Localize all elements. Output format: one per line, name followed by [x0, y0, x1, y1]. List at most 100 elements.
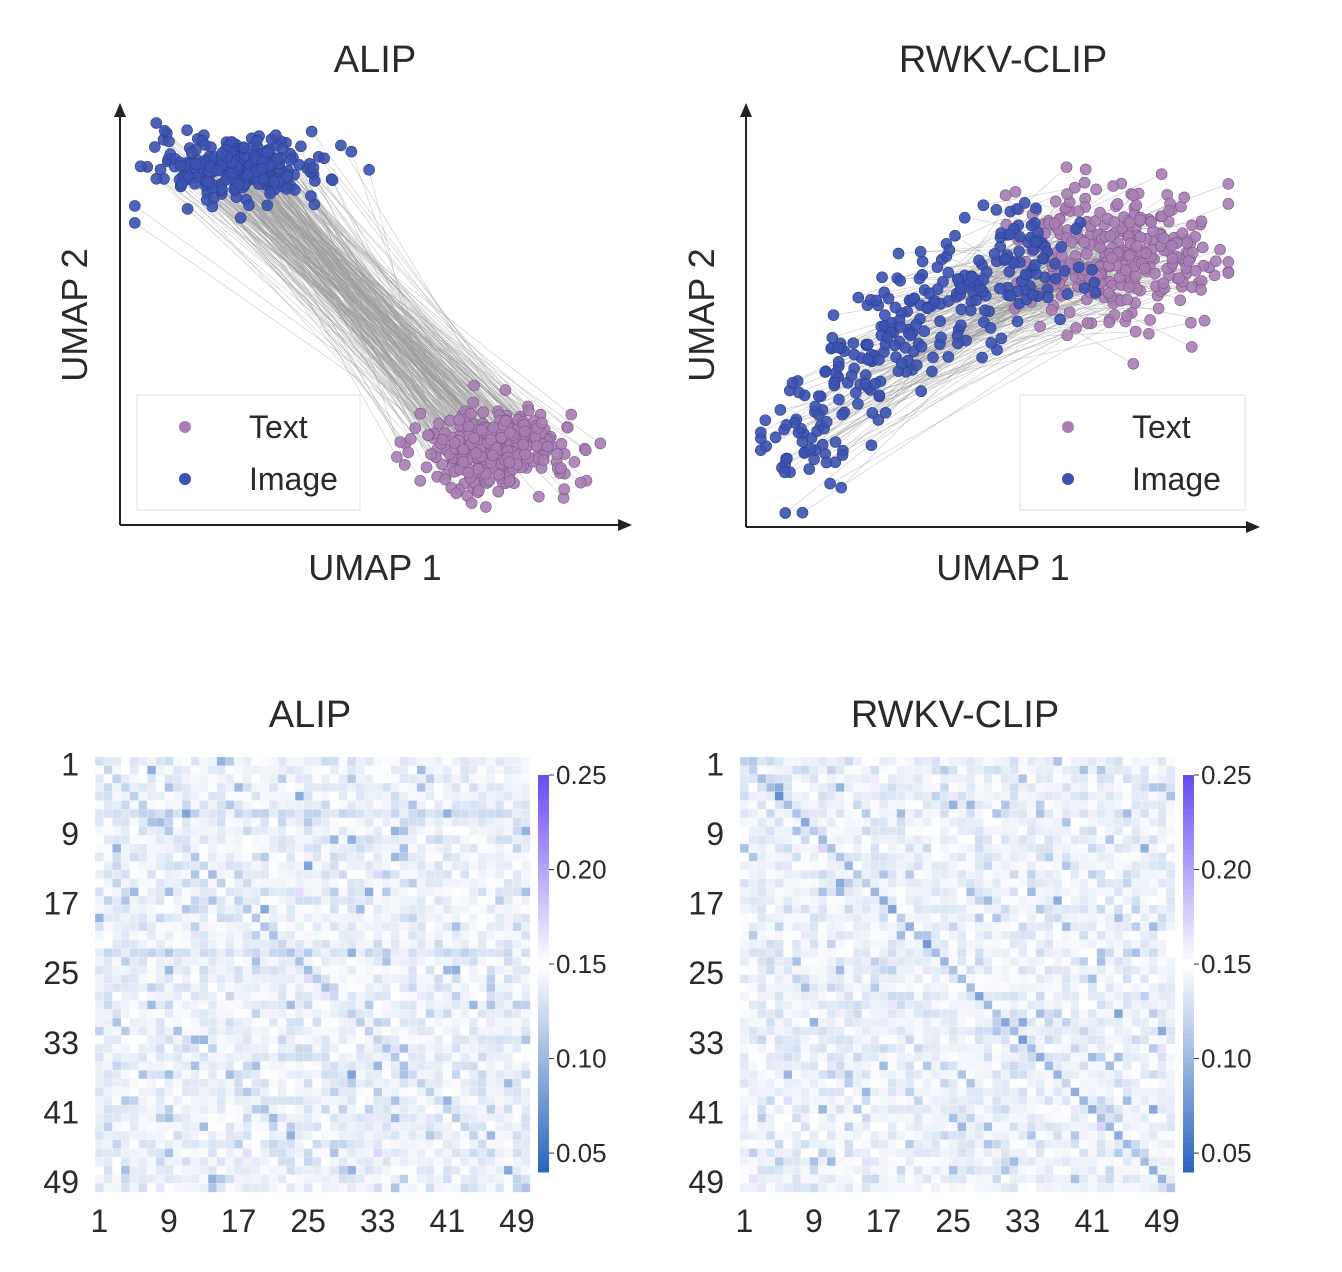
heatmap-cell	[294, 991, 305, 1002]
heatmap-cell	[155, 1069, 166, 1080]
heatmap-cell	[1061, 809, 1072, 819]
heatmap-cell	[373, 974, 383, 984]
heatmap-cell	[434, 878, 444, 888]
heatmap-cell	[321, 852, 331, 862]
heatmap-cell	[207, 756, 218, 767]
heatmap-cell	[442, 1148, 453, 1158]
heatmap-cell	[442, 817, 453, 828]
heatmap-cell	[442, 1156, 453, 1167]
x-tick-label: 1	[90, 1203, 108, 1239]
legend-label-text: Text	[1132, 409, 1191, 445]
heatmap-cell	[190, 1009, 200, 1019]
heatmap-cell	[809, 765, 819, 775]
colorbar-segment	[538, 933, 549, 940]
heatmap-cell	[460, 1043, 470, 1054]
heatmap-cell	[164, 1009, 174, 1019]
heatmap-cell	[199, 904, 209, 915]
heatmap-cell	[216, 765, 227, 775]
heatmap-cell	[1087, 843, 1098, 854]
heatmap-cell	[983, 756, 993, 767]
heatmap-cell	[408, 800, 418, 810]
heatmap-cell	[1035, 809, 1046, 819]
heatmap-cell	[451, 782, 461, 793]
heatmap-cell	[355, 869, 366, 880]
heatmap-cell	[294, 1104, 305, 1115]
heatmap-cell	[390, 1043, 400, 1054]
heatmap-cell	[277, 956, 287, 967]
image-point	[216, 147, 228, 160]
heatmap-cell	[373, 1035, 383, 1045]
heatmap-cell	[792, 800, 802, 810]
heatmap-cell	[112, 983, 122, 993]
heatmap-cell	[199, 1104, 209, 1115]
heatmap-cell	[460, 1069, 470, 1080]
heatmap-cell	[879, 817, 889, 828]
heatmap-cell	[521, 1017, 531, 1028]
heatmap-cell	[1000, 826, 1011, 836]
heatmap-cell	[155, 809, 166, 819]
heatmap-cell	[355, 1052, 366, 1063]
heatmap-cell	[512, 1087, 522, 1097]
heatmap-cell	[216, 791, 227, 801]
heatmap-cell	[94, 1009, 105, 1019]
heatmap-cell	[434, 791, 444, 801]
image-point	[1054, 313, 1066, 326]
heatmap-cell	[512, 1156, 522, 1167]
heatmap-cell	[416, 843, 427, 854]
heatmap-cell	[355, 965, 366, 975]
heatmap-cell	[425, 835, 435, 845]
heatmap-cell	[286, 878, 296, 888]
heatmap-cell	[242, 887, 253, 897]
heatmap-cell	[155, 826, 166, 836]
heatmap-cell	[251, 965, 261, 975]
heatmap-cell	[294, 1156, 305, 1167]
heatmap-cell	[495, 1078, 505, 1089]
x-tick-label: 9	[160, 1203, 178, 1239]
heatmap-cell	[468, 852, 479, 862]
heatmap-cell	[338, 756, 348, 767]
heatmap-cell	[286, 913, 296, 923]
heatmap-cell	[434, 1069, 444, 1080]
heatmap-cell	[477, 1000, 487, 1010]
pair-line	[311, 131, 521, 418]
heatmap-cell	[112, 826, 122, 836]
heatmap-cell	[460, 1148, 470, 1158]
heatmap-cell	[138, 904, 148, 915]
heatmap-cell	[521, 974, 531, 984]
heatmap-cell	[1044, 782, 1054, 793]
heatmap-cell	[181, 852, 192, 862]
pair-line	[156, 178, 510, 482]
text-point	[574, 476, 587, 489]
colorbar-segment	[538, 1028, 549, 1034]
heatmap-cell	[277, 1104, 287, 1115]
heatmap-cell	[503, 756, 514, 767]
heatmap-cell	[338, 887, 348, 897]
heatmap-cell	[373, 1113, 383, 1123]
heatmap-cell	[312, 1104, 322, 1115]
text-point	[425, 448, 437, 461]
heatmap-cell	[809, 782, 819, 793]
heatmap-cell	[1122, 791, 1133, 801]
y-tick-label: 49	[43, 1164, 79, 1200]
heatmap-cell	[225, 1156, 235, 1167]
heatmap-cell	[181, 861, 192, 871]
heatmap-cell	[173, 939, 183, 949]
heatmap-cell	[277, 1009, 287, 1019]
heatmap-cell	[512, 765, 522, 775]
text-point	[565, 408, 577, 421]
heatmap-cell	[399, 852, 409, 862]
y-tick-label: 25	[43, 955, 79, 991]
heatmap-cell	[486, 956, 496, 967]
heatmap-cell	[442, 887, 453, 897]
heatmap-cell	[233, 1130, 244, 1141]
colorbar-segment	[538, 1052, 549, 1059]
heatmap-cell	[94, 896, 105, 906]
image-point	[973, 254, 985, 267]
heatmap-cell	[852, 835, 863, 845]
heatmap-cell	[364, 800, 374, 810]
heatmap-cell	[1096, 782, 1106, 793]
heatmap-cell	[312, 1122, 322, 1132]
heatmap-cell	[268, 1113, 279, 1123]
heatmap-cell	[416, 1087, 427, 1097]
heatmap-cell	[181, 826, 192, 836]
